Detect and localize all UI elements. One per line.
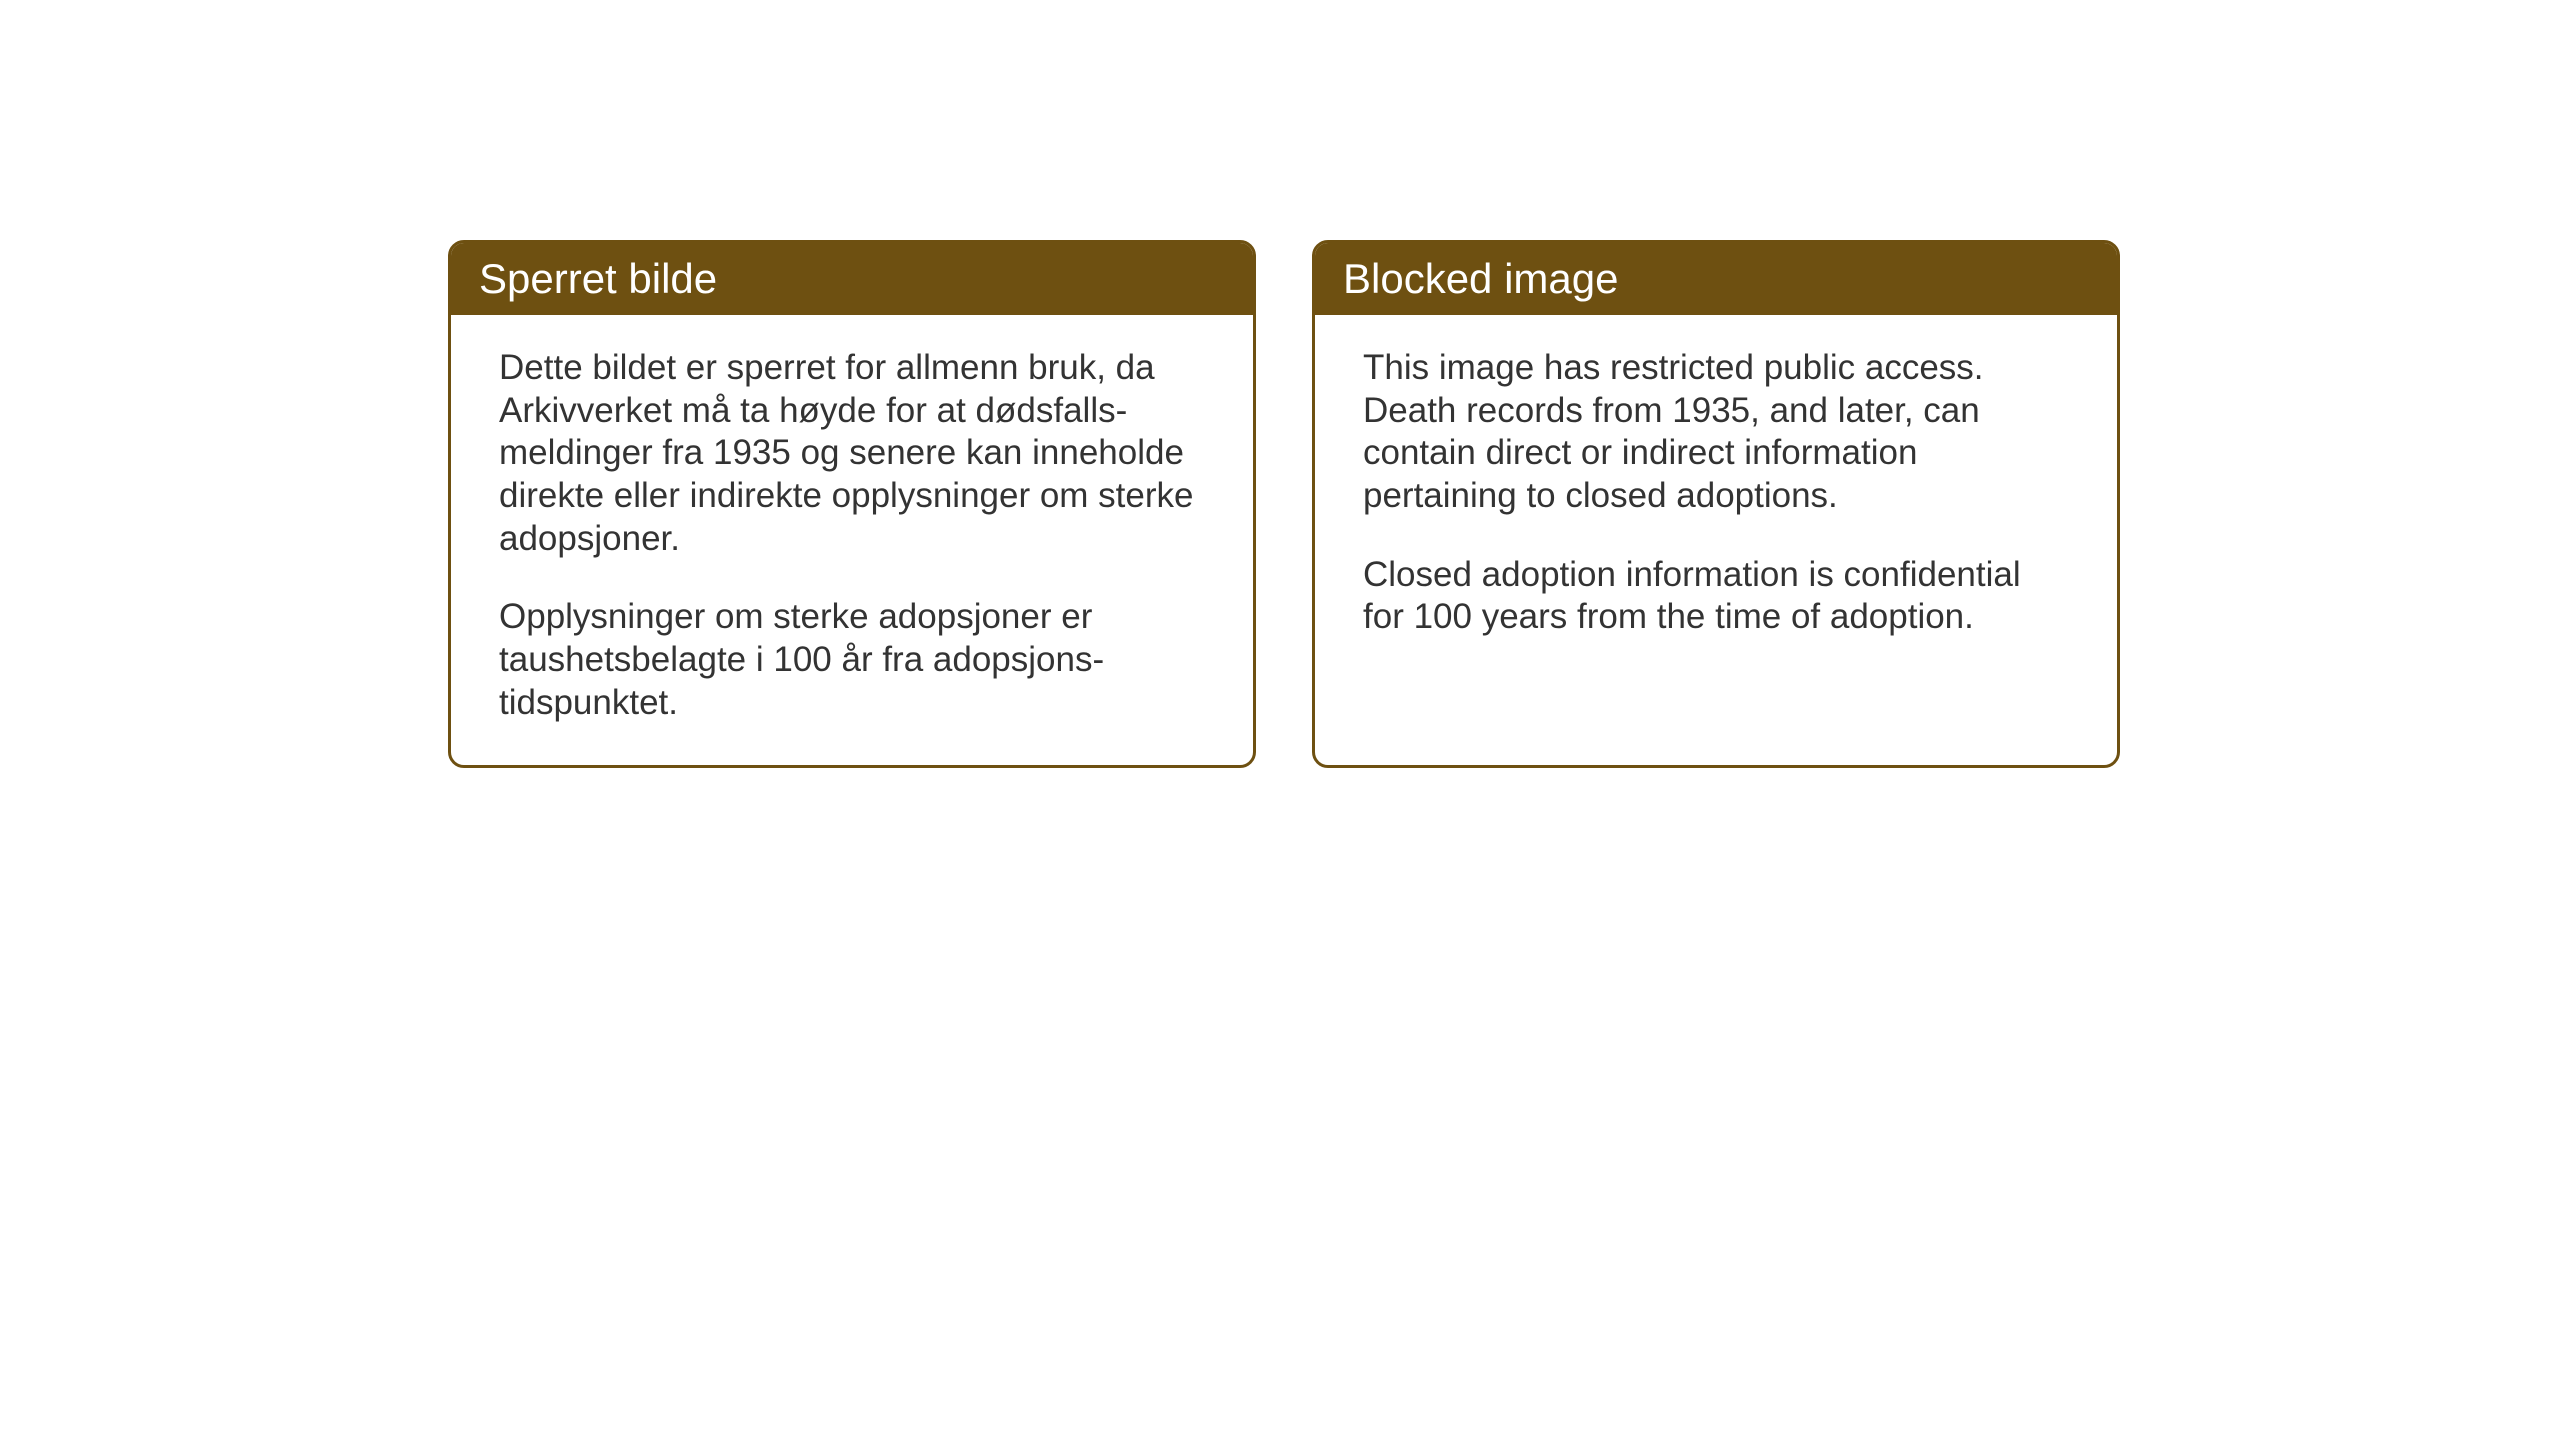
- norwegian-paragraph-1: Dette bildet er sperret for allmenn bruk…: [499, 347, 1205, 560]
- norwegian-card-title: Sperret bilde: [451, 243, 1253, 315]
- english-card-body: This image has restricted public access.…: [1315, 315, 2117, 755]
- english-paragraph-1: This image has restricted public access.…: [1363, 347, 2069, 518]
- english-card-title: Blocked image: [1315, 243, 2117, 315]
- english-paragraph-2: Closed adoption information is confident…: [1363, 554, 2069, 639]
- norwegian-paragraph-2: Opplysninger om sterke adopsjoner er tau…: [499, 596, 1205, 724]
- notice-container: Sperret bilde Dette bildet er sperret fo…: [0, 0, 2560, 768]
- norwegian-card-body: Dette bildet er sperret for allmenn bruk…: [451, 315, 1253, 765]
- english-notice-card: Blocked image This image has restricted …: [1312, 240, 2120, 768]
- norwegian-notice-card: Sperret bilde Dette bildet er sperret fo…: [448, 240, 1256, 768]
